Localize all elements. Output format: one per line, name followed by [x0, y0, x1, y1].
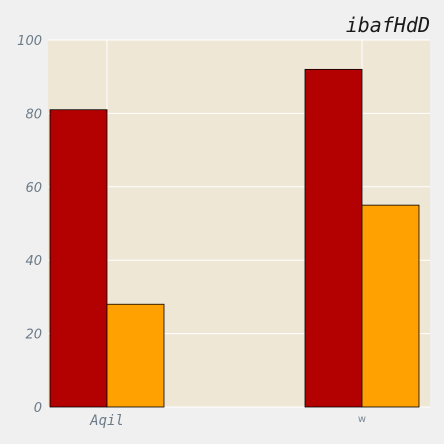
y-tick-label: 20: [25, 328, 42, 343]
x-tick-label: Aqil: [89, 413, 124, 429]
y-tick-label: 100: [17, 34, 42, 49]
y-tick-label: 0: [34, 401, 42, 416]
x-tick-labels: Aqil w: [89, 413, 366, 429]
bar-series2-Aqil: [106, 303, 165, 408]
y-tick-label: 60: [25, 181, 42, 196]
bars: [49, 68, 420, 408]
chart-title: ibafHdD: [346, 13, 430, 37]
y-tick-labels: 0 20 40 60 80 100: [17, 34, 42, 416]
bar-series1-Aqil: [49, 109, 108, 408]
x-tick-label: w: [358, 414, 366, 425]
y-tick-label: 40: [25, 254, 42, 269]
bar-series2-w: [361, 204, 420, 408]
y-tick-label: 80: [25, 107, 42, 122]
bar-series1-w: [304, 68, 363, 408]
